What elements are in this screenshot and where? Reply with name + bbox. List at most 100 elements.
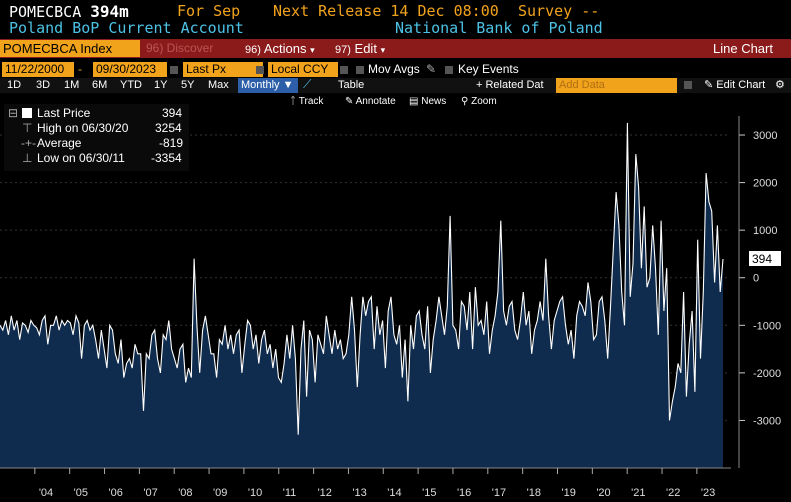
- y-tick-label: 1000: [753, 225, 777, 237]
- actions-button[interactable]: 96) Actions ▾: [245, 41, 315, 56]
- start-date-field[interactable]: 11/22/2000: [2, 62, 74, 77]
- y-tick-label: 0: [753, 273, 759, 285]
- series-area: [0, 122, 723, 469]
- discover-button[interactable]: 96) Discover: [146, 41, 214, 55]
- legend-avg-label: Average: [37, 136, 82, 150]
- x-tick-label: '09: [213, 487, 227, 499]
- related-data-button[interactable]: + Related Dat: [476, 79, 544, 91]
- x-tick-label: '20: [596, 487, 610, 499]
- survey-label: Survey --: [518, 2, 600, 20]
- legend-last-value: 394: [162, 106, 183, 120]
- collapse-icon[interactable]: ⊟: [8, 106, 19, 120]
- source-label: National Bank of Poland: [395, 19, 603, 37]
- y-tick-label: -1000: [753, 320, 781, 332]
- line-chart[interactable]: 3000 2000 1000 0 -1000 -2000 -3000 '04 '05 '06 '07…: [0, 110, 791, 502]
- mov-avgs-label[interactable]: Mov Avgs: [368, 62, 420, 76]
- chart-type-label: Line Chart: [713, 41, 773, 56]
- x-tick-label: '06: [109, 487, 123, 499]
- y-tick-label: -2000: [753, 368, 781, 380]
- chart-legend: ⊟ Last Price 394 ⊤ High on 06/30/20 3254…: [4, 104, 189, 171]
- magnifier-icon: ⚲: [461, 96, 469, 107]
- track-tool[interactable]: ᛏ Track: [290, 96, 324, 107]
- period-bar: 1D 3D 1M 6M YTD 1Y 5Y Max Monthly ▼ ⟋ Ta…: [0, 77, 791, 93]
- caret-down-icon: ▾: [380, 45, 386, 55]
- caret-down-icon: ▼: [282, 79, 294, 91]
- legend-avg-value: -819: [159, 136, 184, 150]
- x-tick-label: '19: [561, 487, 575, 499]
- average-marker-icon: -+-: [21, 136, 36, 150]
- x-tick-label: '18: [527, 487, 541, 499]
- x-tick-label: '23: [701, 487, 715, 499]
- legend-low-label: Low on 06/30/11: [37, 151, 125, 165]
- command-bar: POMECBCA Index 96) Discover 96) Actions …: [0, 39, 791, 58]
- legend-high-label: High on 06/30/20: [37, 121, 129, 135]
- period-max[interactable]: Max: [208, 79, 229, 91]
- period-5y[interactable]: 5Y: [181, 79, 195, 91]
- add-data-input[interactable]: Add Data: [556, 78, 677, 93]
- legend-low-value: -3354: [151, 151, 182, 165]
- next-release-label: Next Release 14 Dec 08:00: [273, 2, 499, 20]
- x-tick-label: '08: [178, 487, 192, 499]
- edit-button[interactable]: 97) Edit ▾: [335, 41, 386, 56]
- x-tick-label: '21: [631, 487, 645, 499]
- dropdown-icon[interactable]: [256, 66, 264, 74]
- frequency-select[interactable]: Monthly ▼: [238, 78, 298, 93]
- y-tick-label: -3000: [753, 415, 781, 427]
- last-price-badge: [749, 250, 781, 266]
- y-tick-label: 2000: [753, 178, 777, 190]
- field-select[interactable]: Last Px: [183, 62, 263, 77]
- x-tick-label: '17: [492, 487, 506, 499]
- security-header: POMECBCA 394m For Sep Next Release 14 De…: [0, 0, 791, 38]
- last-price-badge-label: 394: [752, 252, 772, 266]
- x-tick-label: '14: [387, 487, 401, 499]
- zoom-tool[interactable]: ⚲ Zoom: [461, 96, 497, 107]
- x-tick-label: '15: [422, 487, 436, 499]
- period-3d[interactable]: 3D: [36, 79, 51, 91]
- x-tick-label: '04: [39, 487, 53, 499]
- edit-chart-button[interactable]: ✎ Edit Chart: [704, 79, 766, 91]
- dropdown-icon[interactable]: [340, 66, 348, 74]
- y-tick-label: 3000: [753, 130, 777, 142]
- x-tick-label: '13: [352, 487, 366, 499]
- legend-high-value: 3254: [155, 121, 182, 135]
- caret-down-icon: ▾: [310, 45, 315, 55]
- legend-last-label: Last Price: [37, 106, 91, 120]
- annotate-tool[interactable]: ✎ Annotate: [345, 96, 396, 107]
- news-icon: ▤: [409, 96, 419, 107]
- period-1y[interactable]: 1Y: [154, 79, 168, 91]
- x-tick-label: '11: [283, 487, 297, 499]
- ticker-label: POMECBCA 394m: [9, 2, 129, 21]
- table-button[interactable]: Table: [338, 79, 365, 91]
- x-tick-label: '10: [248, 487, 262, 499]
- legend-swatch: [22, 108, 32, 118]
- key-events-label[interactable]: Key Events: [458, 62, 519, 76]
- crosshair-icon: ᛏ: [290, 96, 296, 107]
- x-tick-label: '16: [457, 487, 471, 499]
- end-date-field[interactable]: 09/30/2023: [93, 62, 167, 77]
- series-title: Poland BoP Current Account: [9, 19, 244, 37]
- settings-icon[interactable]: ⚙: [775, 79, 785, 91]
- pencil-icon[interactable]: ✎: [426, 62, 437, 76]
- series-line: [0, 122, 724, 435]
- period-1m[interactable]: 1M: [64, 79, 80, 91]
- pencil-icon: ✎: [345, 96, 354, 107]
- period-1d[interactable]: 1D: [7, 79, 22, 91]
- line-chart-icon[interactable]: ⟋: [303, 77, 312, 91]
- pencil-icon: ✎: [704, 79, 714, 91]
- calendar-icon[interactable]: [170, 66, 178, 74]
- dropdown-icon[interactable]: [684, 81, 692, 89]
- period-6m[interactable]: 6M: [92, 79, 108, 91]
- x-tick-label: '05: [74, 487, 88, 499]
- security-field[interactable]: POMECBCA Index: [0, 40, 140, 57]
- currency-select[interactable]: Local CCY: [268, 62, 338, 77]
- period-ytd[interactable]: YTD: [120, 79, 142, 91]
- chart-tools-bar: ᛏ Track ✎ Annotate ▤ News ⚲ Zoom: [0, 93, 791, 110]
- x-tick-label: '22: [666, 487, 680, 499]
- mov-avgs-checkbox[interactable]: [356, 66, 364, 74]
- high-marker-icon: ⊤: [22, 121, 33, 135]
- key-events-checkbox[interactable]: [445, 66, 453, 74]
- x-tick-label: '07: [143, 487, 157, 499]
- news-tool[interactable]: ▤ News: [409, 96, 447, 107]
- period-label: For Sep: [177, 2, 241, 20]
- date-range-bar: 11/22/2000 - 09/30/2023 Last Px Local CC…: [0, 61, 791, 78]
